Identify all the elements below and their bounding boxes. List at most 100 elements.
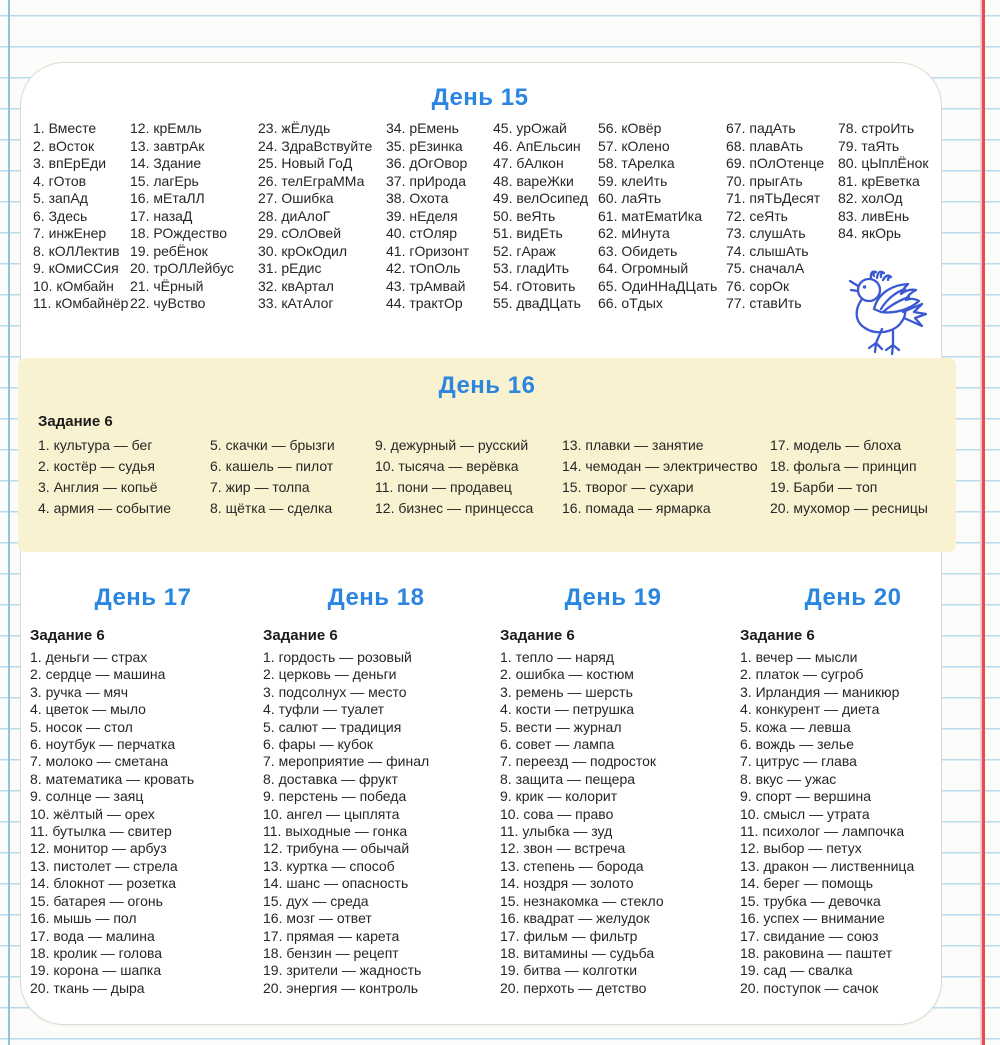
item-number: 48. — [493, 172, 513, 189]
pair-item: 7. жир — толпа — [210, 479, 310, 495]
item-number: 79. — [838, 137, 858, 154]
item-number: 11. — [30, 823, 49, 840]
item-number: 4. — [263, 701, 275, 718]
word-item: 63. Обидеть — [598, 242, 678, 259]
word-item: 82. холОд — [838, 190, 903, 206]
day16-pair-column-5: 17. модель — блоха 18. фольга — принцип 19… — [770, 435, 928, 519]
item-number: 9. — [263, 788, 275, 805]
pair-item: 18. витамины — судьба — [500, 944, 655, 961]
item-number: 18. — [770, 458, 790, 474]
item-number: 4. — [500, 701, 512, 718]
item-number: 30. — [258, 242, 278, 259]
item-number: 17. — [500, 927, 520, 944]
item-number: 18. — [130, 225, 150, 241]
word-item: 73. слушАть — [726, 225, 806, 241]
item-number: 55. — [493, 295, 513, 311]
item-number: 2. — [500, 666, 512, 683]
word-item: 46. АпЕльсин — [493, 137, 581, 154]
word-item: 44. трактОр — [386, 295, 463, 311]
day20-title: День 20 — [804, 584, 902, 611]
day19-title: День 19 — [564, 584, 662, 611]
pair-item: 18. кролик — голова — [30, 944, 163, 961]
item-number: 16. — [263, 910, 283, 927]
word-item: 3. впЕрЕди — [33, 155, 107, 171]
word-item: 30. крОкОдил — [258, 242, 348, 259]
pair-item: 9. солнце — заяц — [30, 788, 144, 805]
item-number: 29. — [258, 225, 278, 241]
word-item: 56. кОвёр — [598, 120, 662, 136]
item-number: 11. — [33, 295, 52, 311]
item-number: 61. — [598, 207, 618, 224]
right-margin-line — [982, 0, 985, 1045]
pair-item: 11. улыбка — зуд — [500, 823, 613, 840]
word-item: 54. гОтовить — [493, 277, 576, 294]
pair-item: 11. пони — продавец — [375, 479, 512, 495]
item-number: 5. — [30, 718, 42, 735]
item-number: 18. — [263, 944, 283, 961]
word-item: 69. пОлОтенце — [726, 155, 825, 171]
item-number: 7. — [500, 753, 512, 770]
pair-item: 20. перхоть — детство — [500, 979, 647, 996]
item-number: 19. — [263, 962, 283, 979]
item-number: 47. — [493, 155, 513, 171]
day20-task-label: Задание 6 — [740, 627, 815, 644]
pair-item: 17. модель — блоха — [770, 437, 902, 453]
pair-item: 7. молоко — сметана — [30, 753, 169, 770]
day16-task-label: Задание 6 — [38, 413, 113, 430]
word-item: 14. Здание — [130, 155, 202, 171]
day15-word-column-3: 23. жЁлудь 24. ЗдраВствуйте 25. Новый ГоД 2… — [258, 120, 372, 313]
word-item: 36. дОгОвор — [386, 155, 468, 171]
word-item: 74. слышАть — [726, 242, 809, 259]
item-number: 39. — [386, 207, 406, 224]
item-number: 9. — [33, 260, 45, 276]
item-number: 73. — [726, 225, 746, 241]
word-item: 23. жЁлудь — [258, 120, 331, 136]
word-item: 75. сначалА — [726, 260, 805, 276]
pair-item: 13. дракон — лиственница — [740, 857, 915, 874]
item-number: 8. — [210, 500, 222, 516]
word-item: 70. прыгАть — [726, 172, 803, 189]
item-number: 12. — [30, 840, 50, 857]
word-item: 12. крЕмль — [130, 120, 202, 136]
item-number: 2. — [38, 458, 50, 474]
pair-item: 16. квадрат — желудок — [500, 910, 650, 927]
item-number: 51. — [493, 225, 513, 241]
pair-item: 13. плавки — занятие — [562, 437, 704, 453]
word-item: 6. Здесь — [33, 207, 88, 224]
word-item: 24. ЗдраВствуйте — [258, 137, 373, 154]
item-number: 4. — [30, 701, 42, 718]
item-number: 6. — [30, 736, 42, 753]
item-number: 10. — [33, 277, 53, 294]
item-number: 45. — [493, 120, 513, 136]
day15-title: День 15 — [431, 84, 529, 111]
pair-item: 1. тепло — наряд — [500, 649, 614, 665]
item-number: 76. — [726, 277, 746, 294]
item-number: 67. — [726, 120, 746, 136]
pair-item: 4. конкурент — диета — [740, 701, 880, 718]
pair-item: 15. дух — среда — [263, 892, 369, 909]
day19-pair-list: 1. тепло — наряд 2. ошибка — костюм 3. рем… — [500, 649, 726, 997]
word-item: 45. урОжай — [493, 120, 567, 136]
item-number: 14. — [562, 458, 582, 474]
pair-item: 4. кости — петрушка — [500, 701, 635, 718]
pair-item: 14. чемодан — электричество — [562, 458, 758, 474]
item-number: 75. — [726, 260, 746, 276]
pair-item: 1. гордость — розовый — [263, 649, 412, 665]
word-item: 42. тОпОль — [386, 260, 461, 276]
word-item: 37. прИрода — [386, 172, 467, 189]
word-item: 27. Ошибка — [258, 190, 334, 206]
item-number: 49. — [493, 190, 513, 206]
word-item: 64. Огромный — [598, 260, 689, 276]
word-item: 53. гладИть — [493, 260, 570, 276]
item-number: 33. — [258, 295, 278, 311]
item-number: 22. — [130, 295, 150, 311]
item-number: 11. — [740, 823, 759, 840]
pair-item: 12. монитор — арбуз — [30, 840, 167, 857]
word-item: 18. РОждество — [130, 225, 228, 241]
item-number: 19. — [130, 242, 150, 259]
item-number: 43. — [386, 277, 406, 294]
day20-column: День 20 Задание 6 1. вечер — мысли 2. пла… — [740, 584, 966, 997]
item-number: 3. — [740, 683, 752, 700]
item-number: 1. — [500, 649, 512, 665]
pair-item: 14. шанс — опасность — [263, 875, 409, 892]
